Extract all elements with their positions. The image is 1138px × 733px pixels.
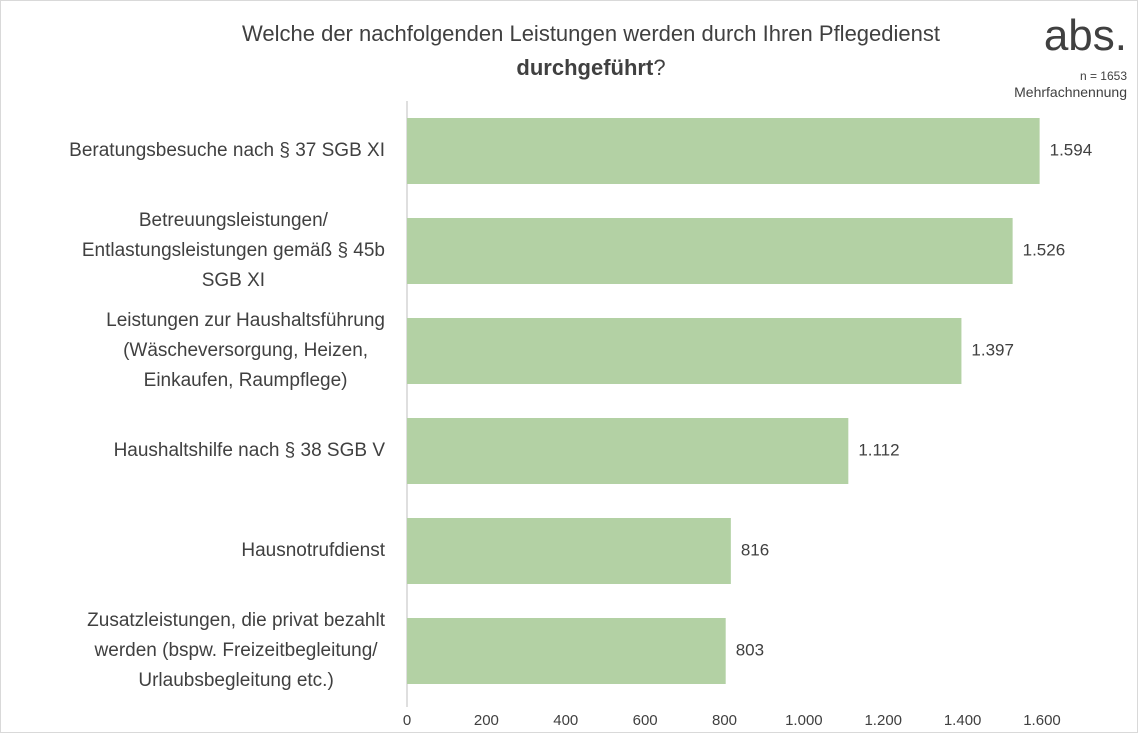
title-end: ? — [653, 55, 666, 80]
y-tick-label: Hausnotrufdienst — [241, 540, 385, 561]
x-tick-label: 1.200 — [864, 712, 902, 729]
value-label: 816 — [741, 540, 769, 559]
note: Mehrfachnennung — [1014, 84, 1127, 100]
bar — [407, 118, 1040, 184]
y-tick-label: Beratungsbesuche nach § 37 SGB XI — [69, 140, 385, 161]
category-label-box: Leistungen zur Haushaltsführung (Wäschev… — [5, 306, 385, 396]
category-label-box: Betreuungsleistungen/ Entlastungsleistun… — [5, 206, 385, 296]
y-tick-label: Haushaltshilfe nach § 38 SGB V — [113, 440, 385, 461]
value-label: 1.397 — [971, 340, 1014, 359]
title-text: Welche der nachfolgenden Leistungen werd… — [242, 21, 940, 46]
category-label-box: Beratungsbesuche nach § 37 SGB XI — [5, 136, 385, 166]
x-tick-label: 0 — [403, 712, 411, 729]
x-tick-label: 200 — [474, 712, 499, 729]
bar — [407, 218, 1013, 284]
bar — [407, 318, 962, 384]
x-tick-label: 1.000 — [785, 712, 823, 729]
title-emphasis: durchgeführt — [516, 55, 654, 80]
value-label: 1.526 — [1023, 240, 1066, 259]
x-tick-label: 600 — [633, 712, 658, 729]
category-label-box: Haushaltshilfe nach § 38 SGB V — [5, 436, 385, 466]
value-label: 803 — [736, 640, 764, 659]
category-label-box: Zusatzleistungen, die privat bezahlt wer… — [5, 606, 385, 696]
x-tick-label: 1.400 — [944, 712, 982, 729]
bar — [407, 418, 849, 484]
unit-label: abs. — [1043, 11, 1127, 60]
category-label-box: Hausnotrufdienst — [5, 536, 385, 566]
y-tick-label: Zusatzleistungen, die privat bezahlt wer… — [87, 610, 385, 691]
y-tick-label: Leistungen zur Haushaltsführung (Wäschev… — [106, 310, 385, 391]
y-tick-label: Betreuungsleistungen/ Entlastungsleistun… — [81, 210, 385, 291]
value-label: 1.594 — [1050, 140, 1093, 159]
x-tick-label: 1.600 — [1023, 712, 1061, 729]
x-tick-label: 800 — [712, 712, 737, 729]
x-tick-label: 400 — [553, 712, 578, 729]
bar — [407, 518, 731, 584]
sample-size: n = 1653 — [1079, 69, 1127, 83]
bar — [407, 618, 726, 684]
value-label: 1.112 — [858, 440, 899, 459]
chart-title: Welche der nachfolgenden Leistungen werd… — [141, 17, 1041, 85]
